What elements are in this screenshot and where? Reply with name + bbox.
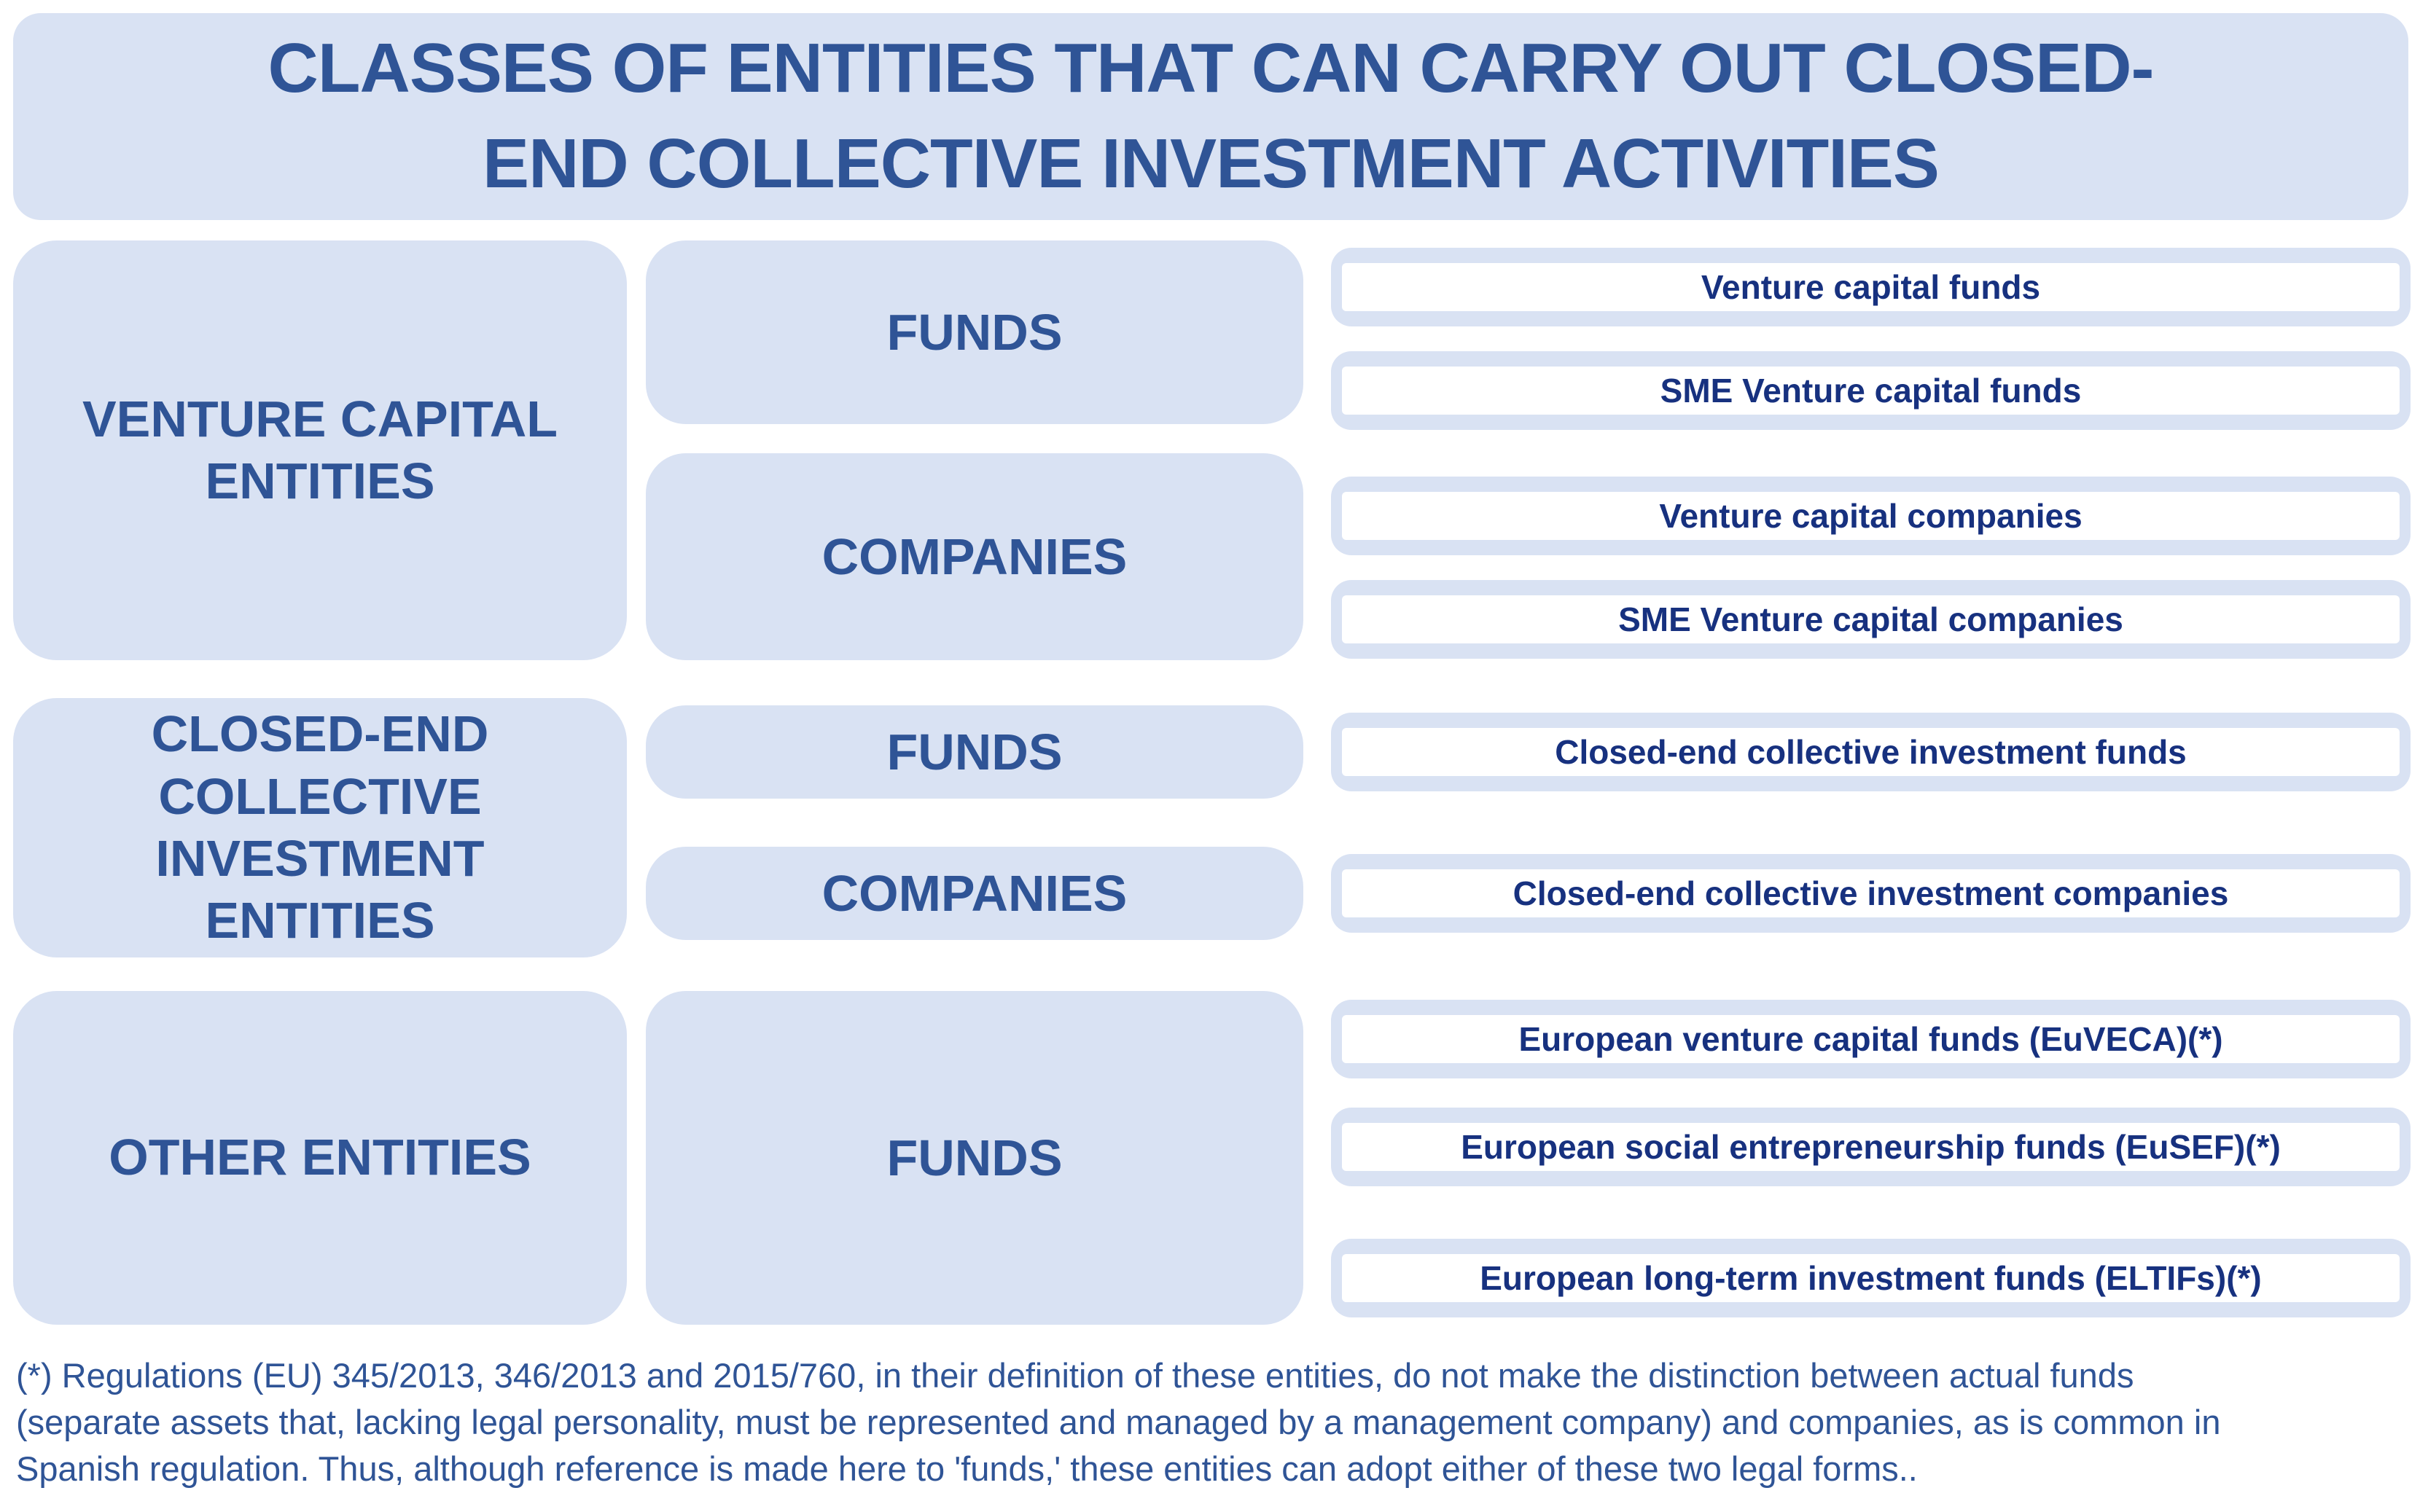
type-label: COMPANIES [821,528,1128,585]
type-label: FUNDS [886,724,1063,780]
entity-label: Venture capital companies [1342,492,2400,540]
footnote: (*) Regulations (EU) 345/2013, 346/2013 … [16,1352,2414,1492]
category-box-other-entities: OTHER ENTITIES [13,991,627,1325]
type-box-other-funds: FUNDS [646,991,1303,1325]
entity-box-closed-end-collective-investment-funds: Closed-end collective investment funds [1331,713,2411,791]
entity-box-sme-venture-capital-funds: SME Venture capital funds [1331,351,2411,430]
footnote-line-2: (separate assets that, lacking legal per… [16,1402,2221,1441]
diagram-title-line-1: CLASSES OF ENTITIES THAT CAN CARRY OUT C… [268,29,2155,108]
type-box-venture-capital-funds: FUNDS [646,240,1303,424]
type-box-venture-capital-companies: COMPANIES [646,453,1303,660]
entity-label: Closed-end collective investment compani… [1342,869,2400,917]
type-label: COMPANIES [821,865,1128,922]
entity-label: Closed-end collective investment funds [1342,728,2400,776]
entity-box-eusef-funds: European social entrepreneurship funds (… [1331,1108,2411,1186]
entity-box-venture-capital-companies: Venture capital companies [1331,477,2411,555]
diagram-title: CLASSES OF ENTITIES THAT CAN CARRY OUT C… [13,13,2408,220]
entity-label: European long-term investment funds (ELT… [1342,1254,2400,1302]
category-label: OTHER ENTITIES [109,1129,531,1186]
diagram-title-line-2: END COLLECTIVE INVESTMENT ACTIVITIES [483,125,1940,203]
entity-box-eltif-funds: European long-term investment funds (ELT… [1331,1239,2411,1317]
entity-label: SME Venture capital companies [1342,595,2400,643]
type-box-closed-end-companies: COMPANIES [646,847,1303,940]
entity-box-closed-end-collective-investment-companies: Closed-end collective investment compani… [1331,854,2411,933]
category-box-closed-end-collective-investment-entities: CLOSED-END COLLECTIVE INVESTMENT ENTITIE… [13,698,627,957]
type-label: FUNDS [886,1129,1063,1186]
entity-label: European venture capital funds (EuVECA)(… [1342,1015,2400,1063]
footnote-line-3: Spanish regulation. Thus, although refer… [16,1449,1918,1488]
entity-label: European social entrepreneurship funds (… [1342,1123,2400,1171]
entity-box-euveca-funds: European venture capital funds (EuVECA)(… [1331,1000,2411,1078]
category-label: VENTURE CAPITAL ENTITIES [82,390,558,509]
type-box-closed-end-funds: FUNDS [646,705,1303,799]
entity-box-sme-venture-capital-companies: SME Venture capital companies [1331,580,2411,659]
category-label: CLOSED-END COLLECTIVE INVESTMENT ENTITIE… [151,705,489,949]
footnote-line-1: (*) Regulations (EU) 345/2013, 346/2013 … [16,1356,2134,1395]
entity-label: Venture capital funds [1342,263,2400,311]
type-label: FUNDS [886,304,1063,361]
category-box-venture-capital-entities: VENTURE CAPITAL ENTITIES [13,240,627,660]
entity-box-venture-capital-funds: Venture capital funds [1331,248,2411,326]
entity-label: SME Venture capital funds [1342,367,2400,415]
